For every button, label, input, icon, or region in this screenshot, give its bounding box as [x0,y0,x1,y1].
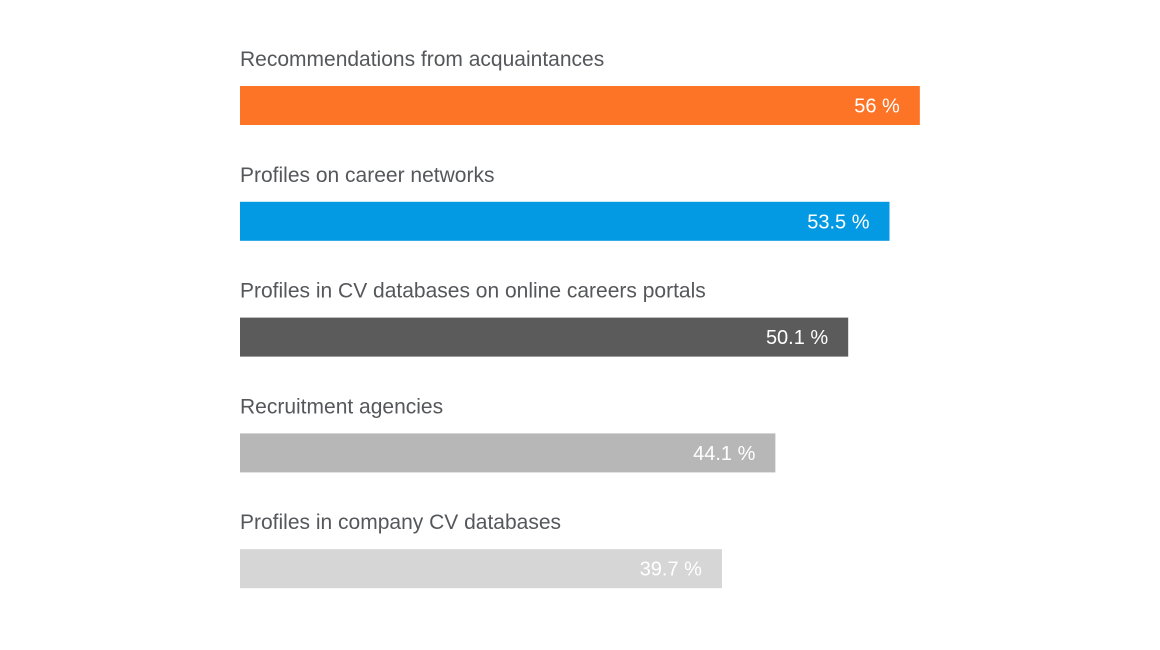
bar-row: Recommendations from acquaintances 56 % [240,48,920,125]
value-label: 50.1 % [766,327,828,349]
category-label: Profiles in company CV databases [240,511,561,534]
category-label: Recommendations from acquaintances [240,48,604,71]
category-label: Recruitment agencies [240,395,443,418]
bar-row: Profiles in company CV databases 39.7 % [240,511,722,589]
bar [240,317,849,357]
bar [240,86,920,125]
bar-row: Recruitment agencies 44.1 % [240,395,776,473]
bar [240,549,722,589]
value-label: 39.7 % [640,559,702,581]
bar-row: Profiles on career networks 53.5 % [240,164,890,241]
bar [240,201,890,241]
bar-row: Profiles in CV databases on online caree… [240,280,849,357]
value-label: 56 % [854,96,900,118]
value-label: 53.5 % [807,211,869,233]
bar [240,433,776,473]
category-label: Profiles in CV databases on online caree… [240,280,706,303]
value-label: 44.1 % [693,443,755,465]
category-label: Profiles on career networks [240,164,494,187]
